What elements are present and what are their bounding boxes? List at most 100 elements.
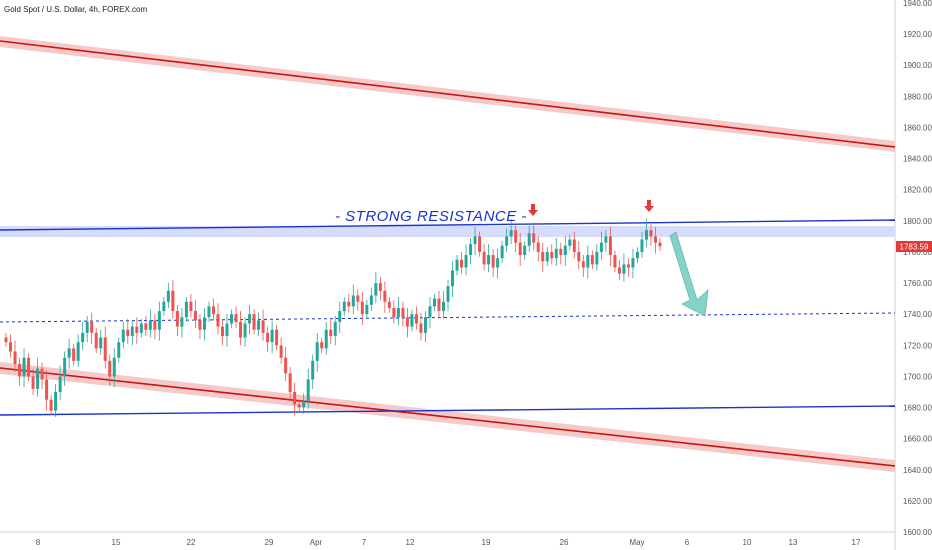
candle-down — [360, 301, 364, 315]
candle-down — [175, 311, 179, 327]
candle-up — [342, 301, 346, 312]
candle-down — [135, 326, 139, 333]
x-tick-label: 26 — [560, 538, 569, 547]
candle-up — [469, 244, 473, 256]
candle-down — [320, 342, 324, 349]
candle-up — [631, 258, 635, 268]
x-tick-label: 8 — [36, 538, 41, 547]
y-tick-label: 1760.00 — [903, 279, 932, 288]
candle-up — [139, 323, 143, 333]
candle-down — [27, 357, 31, 377]
candle-down — [31, 376, 35, 389]
x-tick-label: 19 — [482, 538, 491, 547]
candle-down — [590, 255, 594, 265]
candle-down — [94, 332, 98, 349]
candle-up — [586, 255, 590, 268]
candle-up — [302, 401, 306, 408]
candle-down — [216, 314, 220, 327]
candle-up — [148, 320, 152, 330]
y-tick-label: 1920.00 — [903, 30, 932, 39]
candle-down — [18, 363, 22, 377]
candle-up — [568, 239, 572, 246]
candle-down — [387, 301, 391, 308]
candle-up — [396, 307, 400, 318]
y-tick-label: 1660.00 — [903, 435, 932, 444]
candle-down — [356, 295, 360, 302]
candle-down — [275, 329, 279, 346]
support-trendline — [0, 405, 896, 416]
candle-up — [54, 391, 58, 411]
candle-down — [193, 311, 197, 321]
candle-up — [455, 259, 459, 271]
x-tick-label: May — [629, 538, 644, 547]
candle-down — [198, 320, 202, 330]
y-tick-label: 1680.00 — [903, 404, 932, 413]
candle-down — [126, 329, 130, 336]
candle-down — [514, 230, 518, 243]
candle-up — [58, 376, 62, 392]
y-tick-label: 1900.00 — [903, 61, 932, 70]
candle-up — [207, 306, 211, 318]
candle-up — [487, 255, 491, 265]
candle-down — [541, 251, 545, 262]
candle-down — [108, 360, 112, 377]
candle-down — [261, 320, 265, 333]
x-tick-label: 6 — [685, 538, 690, 547]
candle-up — [554, 248, 558, 259]
y-tick-label: 1700.00 — [903, 372, 932, 381]
candle-down — [437, 298, 441, 312]
lower-channel-line — [0, 367, 896, 467]
candle-up — [315, 342, 319, 361]
candle-down — [49, 399, 53, 411]
candle-up — [67, 348, 71, 358]
candle-up — [599, 242, 603, 252]
candle-down — [284, 357, 288, 374]
candle-down — [613, 255, 617, 268]
candle-down — [293, 391, 297, 405]
candle-down — [103, 337, 107, 361]
candle-down — [518, 242, 522, 256]
candle-up — [563, 245, 567, 256]
candle-up — [644, 230, 648, 240]
candle-down — [401, 307, 405, 318]
candle-up — [595, 251, 599, 265]
x-tick-label: 17 — [852, 538, 861, 547]
candle-up — [230, 314, 234, 324]
candle-up — [76, 342, 80, 361]
y-tick-label: 1880.00 — [903, 92, 932, 101]
candle-up — [423, 317, 427, 333]
candle-up — [635, 251, 639, 259]
candle-up — [473, 236, 477, 245]
candle-up — [351, 295, 355, 307]
candle-down — [658, 242, 662, 247]
candle-down — [297, 404, 301, 408]
candle-up — [36, 368, 40, 389]
candle-up — [180, 317, 184, 327]
y-tick-label: 1840.00 — [903, 155, 932, 164]
candle-down — [40, 368, 44, 380]
candle-up — [604, 236, 608, 243]
x-axis: 8 15 22 29 Apr 7 12 19 26 May 6 10 13 17 — [36, 538, 861, 547]
x-tick-label: 22 — [187, 538, 196, 547]
candle-up — [523, 245, 527, 256]
candle-down — [414, 314, 418, 324]
candle-down — [626, 264, 630, 268]
x-tick-label: 7 — [362, 538, 367, 547]
candle-down — [617, 267, 621, 274]
candle-down — [189, 301, 193, 312]
candle-up — [248, 314, 252, 324]
candle-up — [85, 321, 89, 333]
mid-dashed-line — [0, 312, 896, 323]
candle-up — [365, 304, 369, 315]
candle-down — [266, 332, 270, 343]
projection-arrow — [669, 231, 709, 317]
y-tick-label: 1740.00 — [903, 310, 932, 319]
candle-down — [211, 306, 215, 315]
candle-up — [432, 298, 436, 307]
candlestick-series — [4, 219, 662, 417]
candle-up — [81, 332, 85, 343]
candle-down — [572, 239, 576, 252]
resistance-annotation: - STRONG RESISTANCE - — [335, 208, 527, 225]
candle-up — [374, 283, 378, 296]
